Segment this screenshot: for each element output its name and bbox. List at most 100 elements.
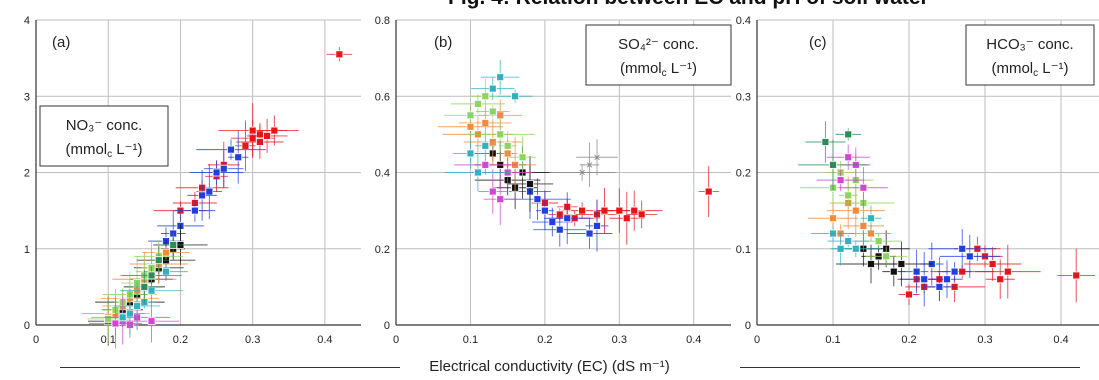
data-point	[540, 206, 549, 215]
series-8	[798, 121, 868, 191]
x-tick-label: 0	[754, 334, 760, 346]
y-tick-label: 0.2	[736, 168, 751, 180]
y-tick-label: 3	[24, 91, 30, 103]
data-point	[466, 149, 475, 158]
x-tick-label: 0.1	[463, 334, 478, 346]
x-tick-label: 0.4	[686, 334, 701, 346]
series-5	[443, 78, 536, 178]
x-tick-label: 0.1	[825, 334, 840, 346]
panel-label: (b)	[434, 34, 452, 51]
data-point	[829, 229, 837, 238]
data-point	[889, 267, 898, 276]
panel-label: (c)	[809, 34, 827, 51]
data-point	[488, 107, 497, 116]
data-point	[481, 119, 490, 127]
y-tick-label: 0.1	[736, 244, 751, 256]
data-point	[263, 131, 272, 140]
x-axis-label: Electrical conductivity (EC) (dS m⁻¹)	[0, 357, 1099, 375]
data-point	[125, 309, 134, 318]
data-point	[219, 164, 228, 173]
data-point	[234, 153, 243, 162]
y-tick-label: 0	[384, 320, 390, 332]
data-point	[882, 252, 891, 261]
y-tick-label: 0.4	[375, 168, 390, 180]
data-point	[255, 138, 264, 146]
data-point	[578, 206, 587, 215]
data-point	[1003, 267, 1012, 276]
x-tick-label: 0.2	[173, 334, 188, 346]
data-point	[162, 267, 170, 276]
data-point	[905, 290, 913, 299]
y-tick-label: 0.6	[375, 91, 390, 103]
x-tick-label: 0.4	[317, 334, 332, 346]
data-point	[481, 160, 490, 169]
data-point	[958, 244, 967, 253]
data-point	[912, 267, 921, 276]
data-point: ×	[586, 158, 593, 172]
data-point	[147, 271, 156, 280]
series-7	[444, 59, 533, 192]
y-tick-label: 0	[745, 320, 751, 332]
data-point	[518, 153, 527, 162]
data-point	[147, 286, 156, 295]
data-point	[526, 180, 534, 188]
data-point	[473, 99, 482, 108]
data-point	[829, 160, 837, 169]
figure-title: Fig. 4: Relation between EC and pH of so…	[448, 0, 929, 10]
data-point	[503, 141, 512, 150]
series-8: ×××	[548, 139, 618, 188]
data-point: ×	[579, 166, 586, 180]
data-point	[851, 206, 860, 215]
data-point	[133, 302, 142, 310]
data-point	[897, 260, 906, 268]
y-tick-label: 4	[24, 15, 30, 27]
data-point	[511, 92, 520, 101]
y-tick-label: 2	[24, 168, 30, 180]
x-tick-label: 0	[33, 334, 39, 346]
data-point	[996, 275, 1005, 284]
series-2	[899, 229, 1000, 307]
x-tick-label: 0.3	[245, 334, 260, 346]
data-point	[227, 145, 235, 154]
data-point	[851, 244, 860, 253]
y-tick-label: 0	[24, 320, 30, 332]
data-point	[844, 153, 853, 162]
data-point	[867, 214, 875, 223]
data-point	[205, 187, 214, 196]
x-axis-rule-left	[60, 367, 400, 368]
data-point	[466, 111, 475, 120]
data-point	[622, 214, 631, 223]
x-tick-label: 0.3	[977, 334, 992, 346]
panel-2: 0 0.1 0.2 0.3 0.400.20.40.60.8×××(b) SO₄²⁻ co…	[375, 15, 732, 346]
data-point	[844, 237, 853, 246]
series-2	[504, 164, 613, 252]
annotation-box	[965, 24, 1095, 86]
annotation-line-1: HCO₃⁻ conc.	[986, 36, 1073, 53]
data-point	[965, 252, 974, 261]
data-point	[950, 267, 959, 276]
x-tick-label: 0.2	[901, 334, 916, 346]
data-point	[198, 191, 207, 200]
x-tick-label: 0.4	[1053, 334, 1068, 346]
data-point	[147, 317, 156, 326]
data-point	[488, 84, 497, 93]
data-point	[867, 229, 875, 238]
data-point	[859, 221, 868, 230]
data-point	[248, 126, 257, 135]
data-point	[162, 248, 170, 257]
series-7	[811, 205, 882, 266]
data-point	[844, 191, 853, 200]
x-tick-label: 0	[393, 334, 399, 346]
y-tick-label: 0.4	[736, 15, 751, 27]
data-point	[488, 187, 497, 196]
x-tick-label: 0.2	[537, 334, 552, 346]
data-point	[920, 275, 929, 284]
data-point	[169, 241, 178, 249]
data-point	[859, 183, 868, 192]
data-point	[481, 141, 490, 150]
data-point	[943, 275, 951, 284]
y-tick-label: 1	[24, 244, 30, 256]
annotation-line-1: SO₄²⁻ conc.	[618, 36, 699, 53]
